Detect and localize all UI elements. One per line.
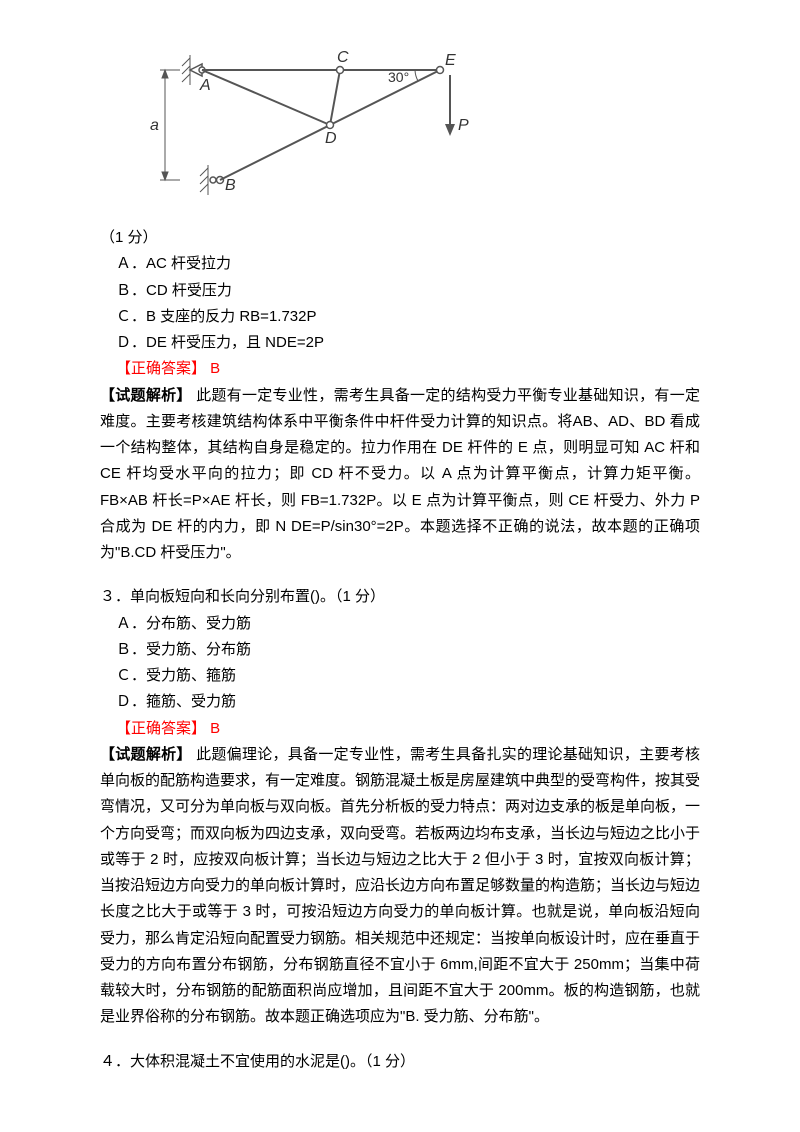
q2-answer-value: B xyxy=(206,360,220,377)
label-E: E xyxy=(445,52,456,69)
label-B: B xyxy=(225,177,236,194)
q2-option-d: Ｄ．DE 杆受压力，且 NDE=2P xyxy=(116,330,700,356)
q2-analysis-text: 此题有一定专业性，需考生具备一定的结构受力平衡专业基础知识，有一定难度。主要考核… xyxy=(100,387,700,562)
q2-option-b: Ｂ．CD 杆受压力 xyxy=(116,278,700,304)
q2-option-a: Ａ．AC 杆受拉力 xyxy=(116,251,700,277)
label-C: C xyxy=(337,49,349,66)
q3-answer: 【正确答案】 B xyxy=(116,716,700,742)
label-D: D xyxy=(325,130,337,147)
label-angle: 30° xyxy=(388,69,409,85)
q3-option-d: Ｄ．箍筋、受力筋 xyxy=(116,689,700,715)
q3-option-a: Ａ．分布筋、受力筋 xyxy=(116,611,700,637)
q3-answer-label: 【正确答案】 xyxy=(116,720,206,737)
q3-answer-value: B xyxy=(206,720,220,737)
q3-analysis-text: 此题偏理论，具备一定专业性，需考生具备扎实的理论基础知识，主要考核单向板的配筋构… xyxy=(100,746,700,1026)
label-a: a xyxy=(150,117,159,134)
q3-stem: ３．单向板短向和长向分别布置()。（1 分） xyxy=(100,584,700,610)
q2-answer-label: 【正确答案】 xyxy=(116,360,206,377)
structure-diagram: A B C D E 30° P a xyxy=(140,40,700,210)
q3-analysis-label: 【试题解析】 xyxy=(100,746,192,763)
q2-analysis: 【试题解析】 此题有一定专业性，需考生具备一定的结构受力平衡专业基础知识，有一定… xyxy=(100,383,700,567)
q2-answer: 【正确答案】 B xyxy=(116,356,700,382)
label-P: P xyxy=(458,117,469,134)
q2-analysis-label: 【试题解析】 xyxy=(100,387,192,404)
q3-option-b: Ｂ．受力筋、分布筋 xyxy=(116,637,700,663)
q2-option-c: Ｃ．B 支座的反力 RB=1.732P xyxy=(116,304,700,330)
q3-option-c: Ｃ．受力筋、箍筋 xyxy=(116,663,700,689)
q2-points: （1 分） xyxy=(100,225,700,251)
label-A: A xyxy=(199,77,211,94)
q4-stem: ４．大体积混凝土不宜使用的水泥是()。（1 分） xyxy=(100,1049,700,1075)
q3-analysis: 【试题解析】 此题偏理论，具备一定专业性，需考生具备扎实的理论基础知识，主要考核… xyxy=(100,742,700,1031)
